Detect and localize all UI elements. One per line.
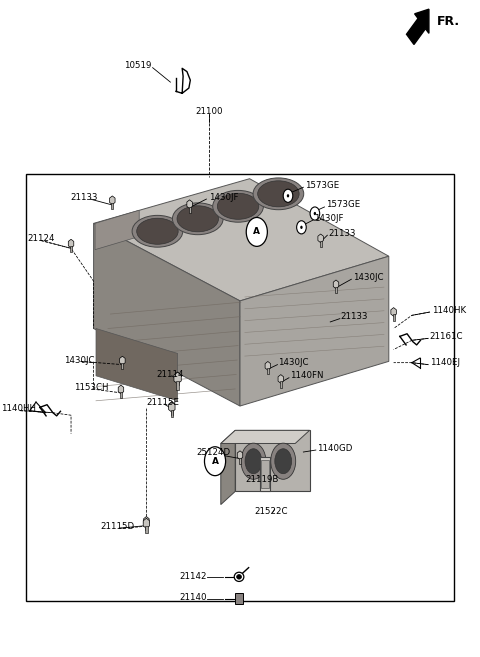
Ellipse shape bbox=[172, 203, 223, 235]
Text: 21142: 21142 bbox=[179, 572, 206, 581]
Polygon shape bbox=[96, 328, 178, 401]
Ellipse shape bbox=[177, 206, 218, 232]
Ellipse shape bbox=[217, 193, 259, 219]
Polygon shape bbox=[235, 430, 310, 491]
Text: 21161C: 21161C bbox=[430, 332, 463, 341]
Circle shape bbox=[204, 447, 226, 476]
Polygon shape bbox=[94, 179, 389, 301]
Bar bbox=[26, 174, 454, 601]
Bar bbox=[120, 392, 122, 398]
Bar bbox=[280, 381, 282, 388]
Circle shape bbox=[300, 226, 302, 229]
Text: 21100: 21100 bbox=[195, 107, 223, 116]
Text: 21140: 21140 bbox=[179, 593, 206, 602]
Bar bbox=[235, 593, 243, 604]
Bar bbox=[335, 286, 337, 293]
Bar bbox=[121, 363, 123, 369]
Text: 1430JC: 1430JC bbox=[353, 273, 384, 282]
Text: 21522C: 21522C bbox=[254, 507, 288, 516]
Polygon shape bbox=[94, 223, 240, 406]
Bar bbox=[171, 408, 173, 415]
Ellipse shape bbox=[237, 574, 241, 579]
Text: 10519: 10519 bbox=[124, 61, 151, 70]
Text: 21114: 21114 bbox=[156, 370, 184, 379]
Ellipse shape bbox=[275, 449, 291, 474]
Ellipse shape bbox=[253, 178, 304, 210]
Ellipse shape bbox=[132, 215, 183, 247]
Text: A: A bbox=[212, 457, 218, 466]
Bar bbox=[111, 202, 113, 209]
Bar bbox=[176, 381, 179, 390]
Text: 21133: 21133 bbox=[70, 193, 98, 202]
Text: 21115D: 21115D bbox=[100, 522, 135, 532]
Text: 1140HH: 1140HH bbox=[1, 404, 36, 413]
Bar bbox=[177, 378, 179, 385]
Text: 21124: 21124 bbox=[27, 234, 55, 243]
Text: A: A bbox=[253, 227, 260, 237]
Text: 1430JC: 1430JC bbox=[278, 358, 309, 367]
Text: 21133: 21133 bbox=[341, 312, 368, 321]
Text: 21133: 21133 bbox=[329, 229, 356, 238]
Text: 1573GE: 1573GE bbox=[305, 181, 339, 190]
Text: 25124D: 25124D bbox=[196, 447, 231, 457]
Text: 1430JF: 1430JF bbox=[314, 214, 344, 223]
Bar bbox=[145, 526, 148, 533]
Ellipse shape bbox=[137, 218, 178, 244]
Polygon shape bbox=[95, 210, 139, 250]
Circle shape bbox=[310, 207, 320, 220]
Ellipse shape bbox=[241, 443, 266, 480]
Polygon shape bbox=[407, 9, 429, 45]
Bar bbox=[267, 368, 269, 374]
Circle shape bbox=[297, 221, 306, 234]
Text: 1153CH: 1153CH bbox=[74, 383, 108, 392]
Text: FR.: FR. bbox=[437, 14, 460, 28]
Circle shape bbox=[314, 212, 316, 215]
Ellipse shape bbox=[234, 572, 244, 581]
Text: 1140EJ: 1140EJ bbox=[430, 358, 460, 367]
Polygon shape bbox=[240, 256, 389, 406]
Polygon shape bbox=[221, 430, 235, 505]
Circle shape bbox=[287, 194, 289, 197]
Bar bbox=[261, 460, 269, 488]
Bar bbox=[70, 246, 72, 252]
Bar bbox=[320, 240, 322, 247]
Ellipse shape bbox=[271, 443, 296, 480]
Text: 1430JC: 1430JC bbox=[64, 355, 95, 365]
Text: 1140GD: 1140GD bbox=[317, 443, 352, 453]
Bar bbox=[260, 457, 270, 491]
Ellipse shape bbox=[245, 449, 262, 474]
Text: 1140HK: 1140HK bbox=[432, 306, 466, 315]
Bar bbox=[239, 457, 241, 464]
Text: 1140FN: 1140FN bbox=[290, 371, 324, 380]
Bar bbox=[393, 314, 395, 321]
Polygon shape bbox=[221, 430, 310, 443]
Bar bbox=[145, 523, 147, 530]
Ellipse shape bbox=[258, 181, 299, 207]
Text: 1573GE: 1573GE bbox=[326, 200, 360, 210]
Bar bbox=[189, 206, 191, 213]
Ellipse shape bbox=[213, 191, 264, 222]
Bar bbox=[170, 410, 173, 417]
Circle shape bbox=[283, 189, 293, 202]
Text: 21115E: 21115E bbox=[147, 397, 180, 407]
Circle shape bbox=[246, 217, 267, 246]
Text: 1430JF: 1430JF bbox=[209, 193, 238, 202]
Text: 21119B: 21119B bbox=[245, 475, 278, 484]
